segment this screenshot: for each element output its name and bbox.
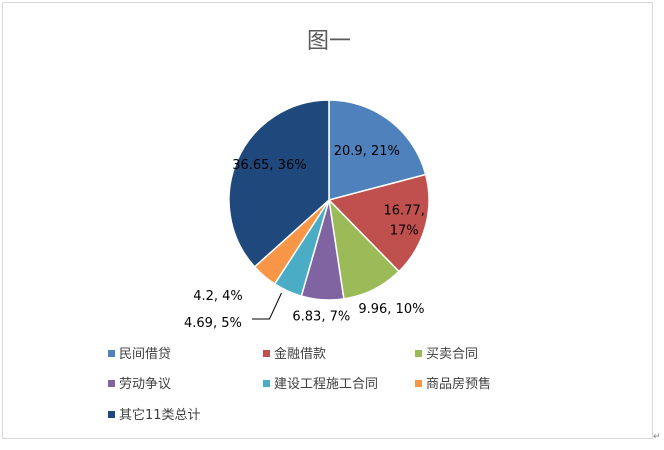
legend-label-7: 其它11类总计 xyxy=(119,407,201,423)
legend-swatch-5 xyxy=(263,380,270,387)
slice-2-data-label-line-1: 16.77, xyxy=(384,204,425,219)
legend-swatch-6 xyxy=(415,380,422,387)
slice-2-wedge xyxy=(327,173,430,273)
chart-title: 图一 xyxy=(307,29,351,54)
pie-slices xyxy=(228,99,430,301)
slice-5-leader-line xyxy=(252,292,282,320)
legend-label-3: 买卖合同 xyxy=(426,347,478,362)
legend-label-6: 商品房预售 xyxy=(426,376,491,392)
slice-7-data-label: 36.65, 36% xyxy=(232,158,306,173)
legend-swatch-3 xyxy=(415,350,422,357)
slice-2-data-label-line-2: 17% xyxy=(390,224,419,239)
slice-5-data-label: 4.69, 5% xyxy=(184,316,242,331)
legend-label-4: 劳动争议 xyxy=(119,376,171,392)
slice-6-data-label: 4.2, 4% xyxy=(193,289,243,304)
slice-7-wedge xyxy=(228,99,330,268)
data-labels: 20.9, 21% 16.77, 17% 9.96, 10% 6.83, 7% 4.69,… xyxy=(184,144,425,331)
legend-label-1: 民间借贷 xyxy=(119,347,171,362)
legend-label-5: 建设工程施工合同 xyxy=(274,377,378,392)
legend-swatch-7 xyxy=(108,411,115,418)
legend-swatch-4 xyxy=(108,380,115,387)
slice-4-data-label: 6.83, 7% xyxy=(292,310,350,325)
slice-1-data-label: 20.9, 21% xyxy=(334,144,400,159)
legend-label-2: 金融借款 xyxy=(274,346,326,362)
return-arrow-icon: ↵ xyxy=(653,432,661,442)
legend-swatch-2 xyxy=(263,350,270,357)
label-leader-lines xyxy=(252,292,282,320)
slice-1-wedge xyxy=(328,99,427,201)
legend-swatch-1 xyxy=(108,350,115,357)
slice-3-data-label: 9.96, 10% xyxy=(358,302,424,317)
